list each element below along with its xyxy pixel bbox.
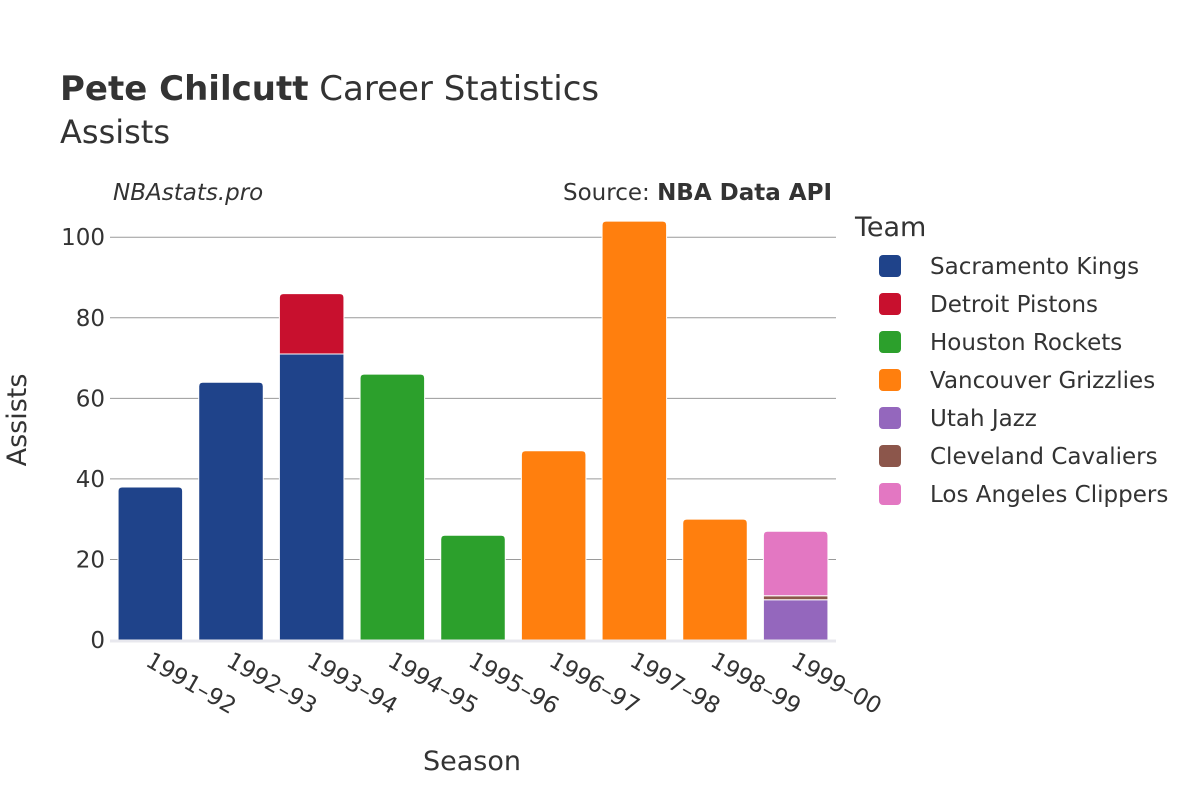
legend-label-houston-rockets: Houston Rockets (930, 330, 1122, 356)
legend-label-los-angeles-clippers: Los Angeles Clippers (930, 482, 1168, 508)
legend-swatch-utah-jazz (879, 407, 901, 429)
bar-1992–93-sacramento-kings (198, 381, 264, 641)
y-tick-40: 40 (76, 467, 105, 493)
bar-1995–96-houston-rockets (440, 534, 506, 641)
x-tick-1996–97: 1996–97 (545, 648, 644, 720)
legend-label-sacramento-kings: Sacramento Kings (930, 254, 1139, 280)
watermark: NBAstats.pro (113, 180, 263, 206)
chart-title-rest: Career Statistics (308, 69, 599, 109)
bar-1997–98-vancouver-grizzlies (601, 220, 668, 641)
source-name: NBA Data API (657, 180, 832, 206)
x-tick-1993–94: 1993–94 (303, 648, 402, 720)
legend-label-cleveland-cavaliers: Cleveland Cavaliers (930, 444, 1158, 470)
legend-swatch-detroit-pistons (879, 293, 901, 315)
x-axis-title: Season (423, 746, 521, 777)
source-credit: Source: NBA Data API (563, 180, 832, 206)
x-tick-1998–99: 1998–99 (706, 648, 805, 720)
y-tick-60: 60 (76, 386, 105, 412)
legend-swatch-vancouver-grizzlies (879, 369, 901, 391)
y-tick-20: 20 (76, 547, 105, 573)
bar-1994–95-houston-rockets (359, 373, 426, 641)
bar-1999–00-los-angeles-clippers (762, 530, 829, 597)
y-tick-0: 0 (90, 628, 105, 654)
bar-1991–92-sacramento-kings (117, 486, 184, 641)
x-tick-1999–00: 1999–00 (787, 648, 886, 720)
legend-swatch-houston-rockets (879, 331, 901, 353)
legend-label-utah-jazz: Utah Jazz (930, 406, 1037, 432)
legend-label-detroit-pistons: Detroit Pistons (930, 292, 1098, 318)
legend-swatch-cleveland-cavaliers (879, 445, 901, 467)
legend-swatch-los-angeles-clippers (879, 483, 901, 505)
bar-1999–00-cleveland-cavaliers (762, 595, 829, 601)
source-prefix: Source: (563, 180, 657, 206)
y-tick-80: 80 (76, 306, 105, 332)
bar-1993–94-sacramento-kings (278, 353, 346, 641)
y-axis-title: Assists (2, 374, 33, 467)
x-tick-1997–98: 1997–98 (625, 648, 724, 720)
chart-title-player: Pete Chilcutt (60, 69, 308, 109)
x-tick-labels: 1991–921992–931993–941994–951995–961996–… (141, 648, 885, 720)
bars (117, 220, 829, 641)
legend-label-vancouver-grizzlies: Vancouver Grizzlies (930, 368, 1155, 394)
x-tick-1995–96: 1995–96 (464, 648, 563, 720)
bar-1993–94-detroit-pistons (278, 293, 345, 355)
x-tick-1992–93: 1992–93 (222, 648, 321, 720)
x-tick-1994–95: 1994–95 (383, 648, 482, 720)
legend-title: Team (854, 212, 926, 243)
bar-1999–00-utah-jazz (762, 599, 829, 641)
y-tick-labels: 0 20 40 60 80 100 (61, 225, 105, 654)
legend-swatch-sacramento-kings (879, 255, 901, 277)
chart-title: Pete Chilcutt Career Statistics (60, 69, 599, 109)
bar-1996–97-vancouver-grizzlies (520, 450, 587, 641)
y-tick-100: 100 (61, 225, 105, 251)
legend: Sacramento Kings Detroit Pistons Houston R… (879, 254, 1168, 508)
bar-1998–99-vancouver-grizzlies (682, 518, 748, 641)
chart-subtitle: Assists (60, 113, 170, 151)
x-tick-1991–92: 1991–92 (141, 648, 240, 720)
